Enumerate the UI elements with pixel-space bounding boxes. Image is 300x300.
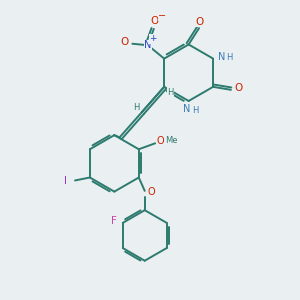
Text: H: H — [133, 103, 139, 112]
Text: H: H — [167, 88, 174, 97]
Text: N: N — [144, 40, 152, 50]
Text: H: H — [192, 106, 198, 115]
Text: O: O — [157, 136, 164, 146]
Text: +: + — [149, 34, 157, 43]
Text: N: N — [218, 52, 225, 62]
Text: O: O — [195, 16, 203, 27]
Text: O: O — [150, 16, 158, 26]
Text: O: O — [234, 83, 242, 93]
Text: N: N — [184, 104, 191, 114]
Text: H: H — [226, 52, 233, 62]
Text: Me: Me — [165, 136, 178, 146]
Text: F: F — [111, 216, 117, 226]
Text: I: I — [64, 176, 67, 186]
Text: O: O — [120, 37, 128, 47]
Text: −: − — [158, 11, 166, 20]
Text: O: O — [148, 188, 155, 197]
